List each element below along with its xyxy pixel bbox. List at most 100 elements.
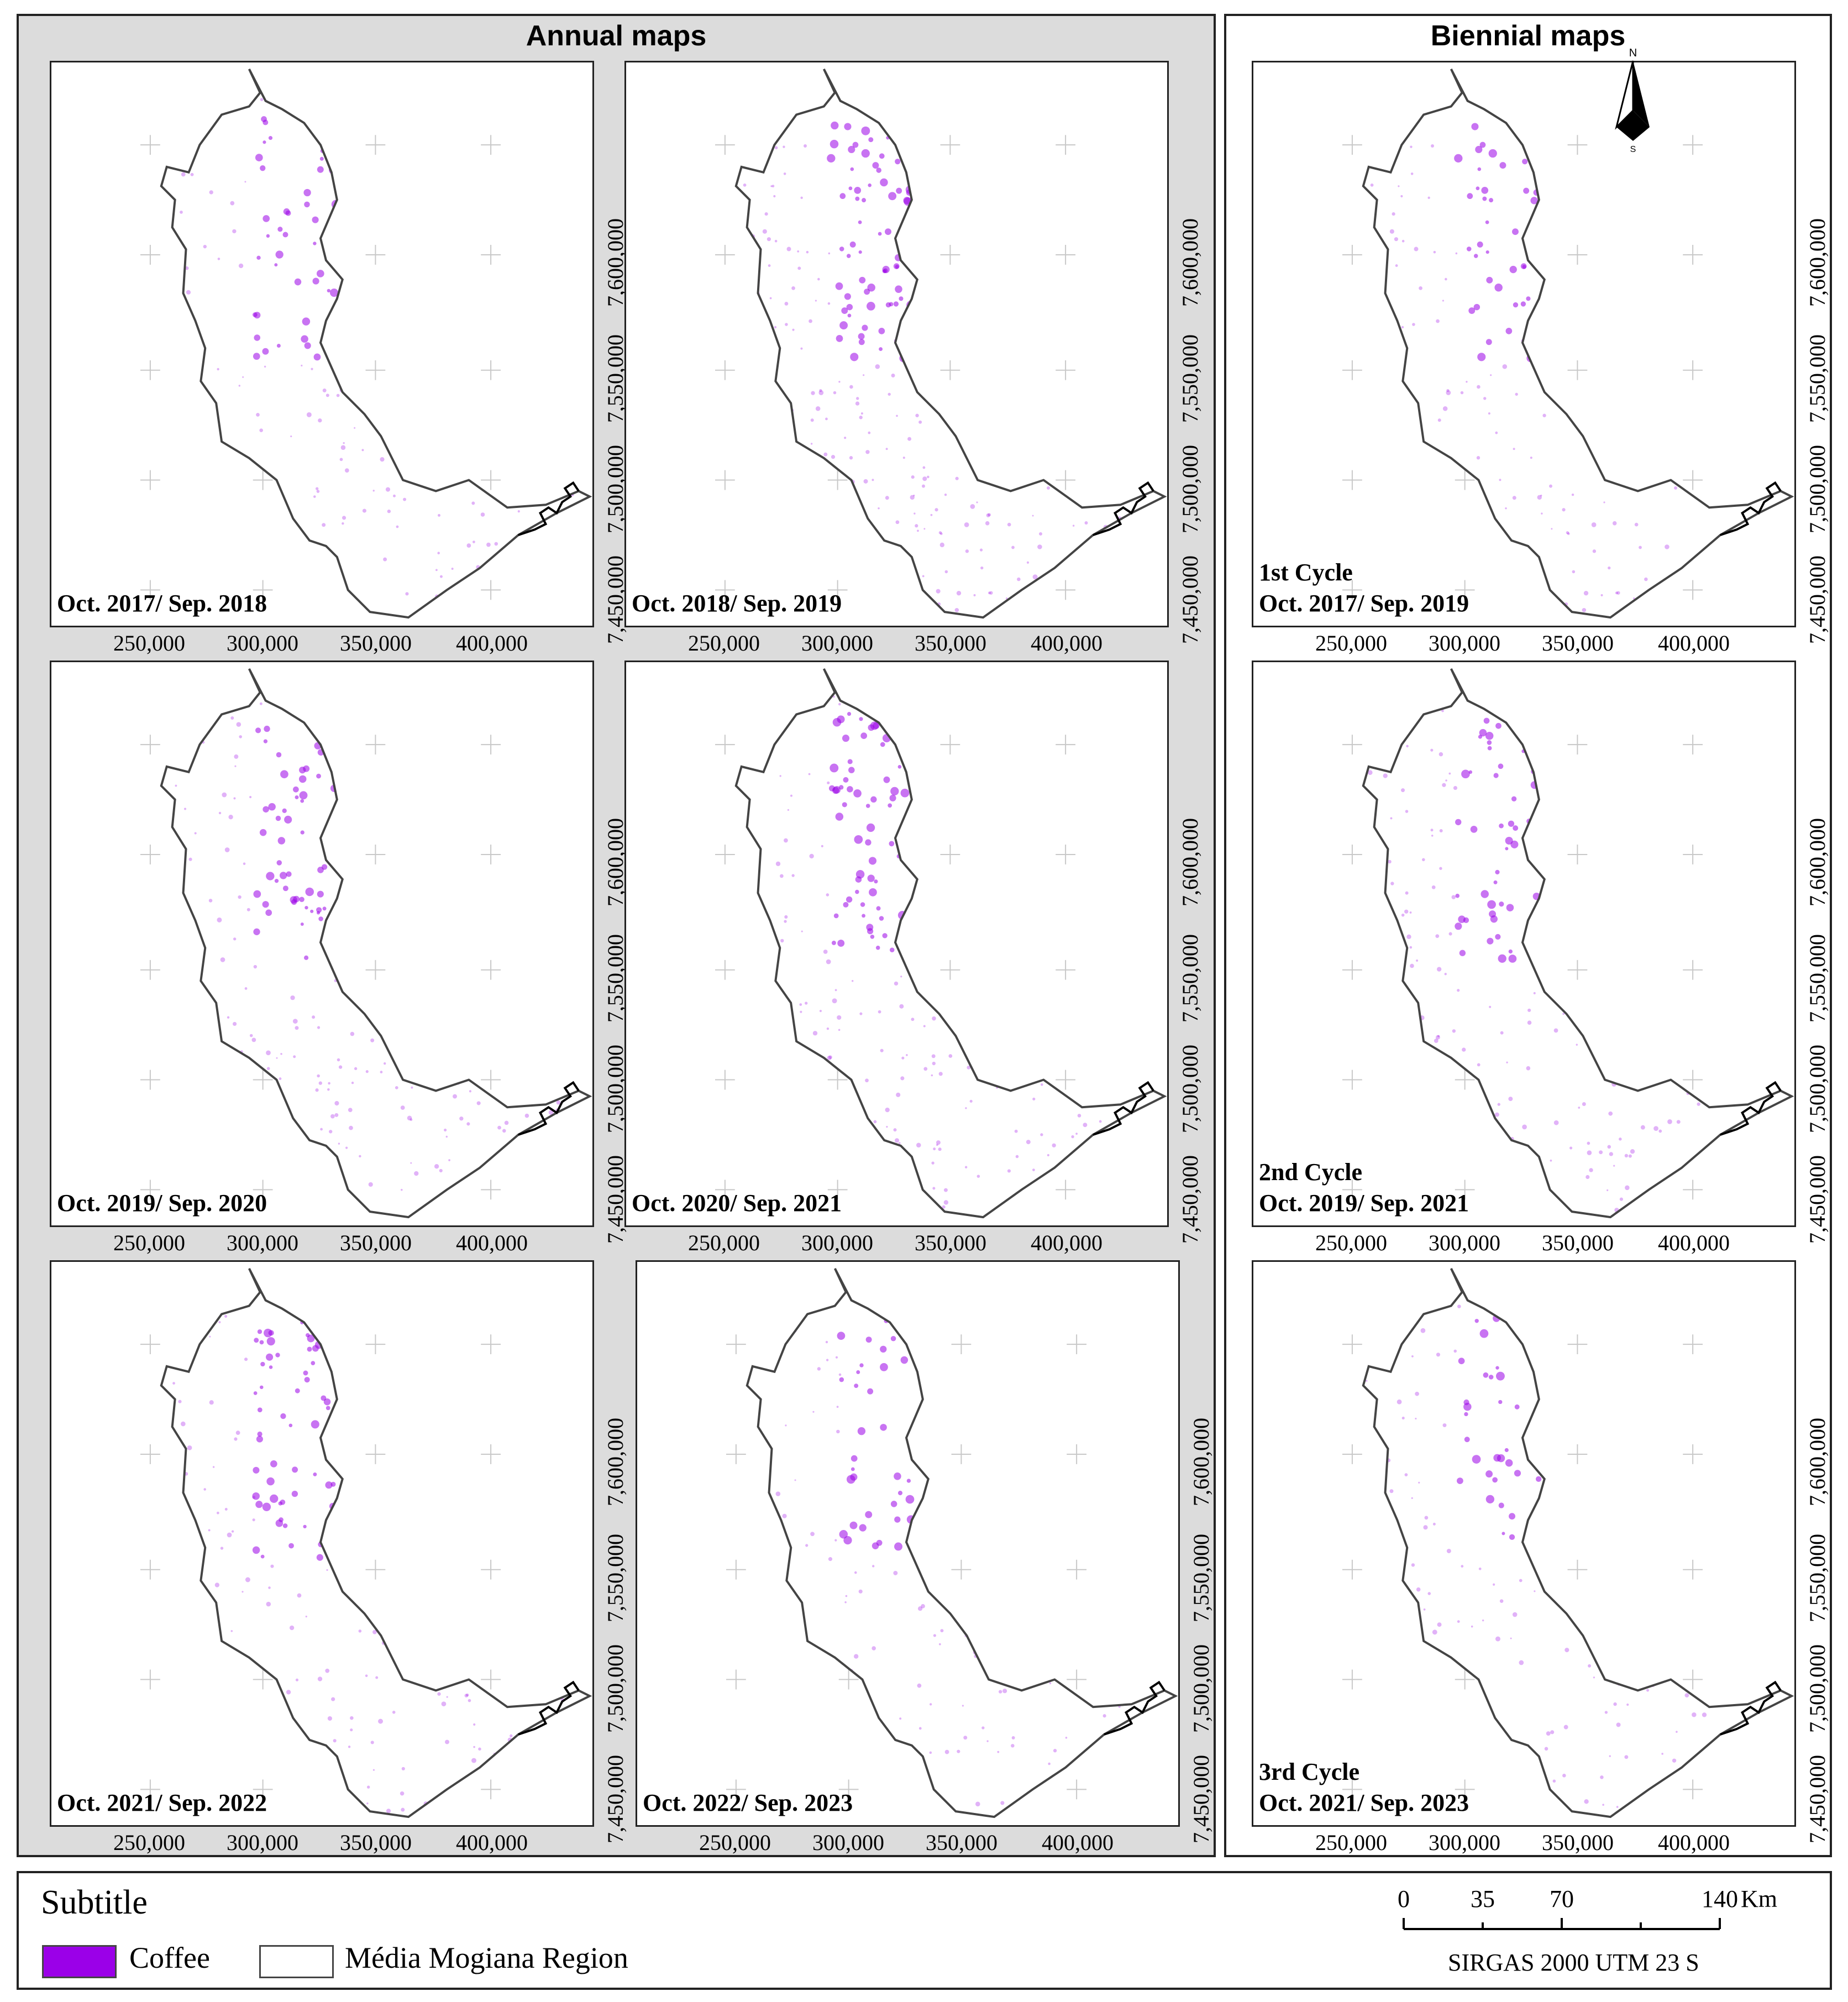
coffee-patch — [755, 1111, 760, 1117]
coffee-patch — [1497, 1103, 1500, 1106]
coffee-patch — [1571, 1613, 1574, 1616]
coffee-patch — [1629, 1447, 1634, 1452]
coffee-patch — [773, 116, 776, 120]
coffee-patch — [261, 1694, 265, 1697]
coffee-patch — [374, 1537, 379, 1542]
coffee-patch — [912, 102, 916, 106]
coffee-patch — [1414, 247, 1419, 251]
coffee-patch — [1651, 1524, 1655, 1527]
coffee-patch — [253, 353, 260, 360]
coffee-patch — [1079, 1482, 1083, 1486]
coffee-patch — [233, 571, 238, 577]
coffee-patch — [1136, 995, 1140, 998]
coffee-patch — [1520, 301, 1526, 307]
coffee-patch — [1604, 750, 1609, 755]
coffee-patch — [1637, 1037, 1642, 1041]
coffee-patch — [1698, 1064, 1703, 1069]
coffee-patch — [1032, 1097, 1036, 1100]
graticule-cross — [140, 470, 160, 490]
coffee-patch — [921, 1604, 925, 1608]
coffee-patch — [984, 724, 988, 727]
coffee-patch — [1367, 1522, 1373, 1527]
coffee-patch — [1453, 785, 1458, 790]
coffee-patch — [784, 483, 788, 487]
coffee-patch — [1011, 857, 1014, 860]
coffee-patch — [1724, 946, 1727, 949]
coffee-patch — [1049, 1682, 1052, 1685]
coffee-patch — [1032, 574, 1038, 580]
coffee-patch — [917, 1606, 923, 1611]
coffee-patch — [387, 509, 391, 513]
coffee-patch — [254, 510, 259, 515]
map-period-line: Oct. 2017/ Sep. 2018 — [57, 590, 267, 617]
coffee-patch — [1011, 1744, 1015, 1748]
coffee-patch — [441, 1701, 447, 1707]
coffee-patch — [1613, 1044, 1618, 1049]
coffee-patch — [310, 909, 314, 913]
coffee-patch — [370, 1741, 374, 1744]
coffee-patch — [744, 1120, 749, 1125]
coffee-patch — [938, 531, 942, 534]
graticule-cross — [838, 1779, 859, 1800]
coffee-patch — [858, 333, 865, 340]
river-boundary — [1093, 481, 1154, 536]
coffee-patch — [1418, 514, 1421, 518]
coffee-patch — [764, 212, 768, 216]
coffee-patch — [176, 343, 179, 345]
coffee-patch — [476, 1331, 481, 1335]
coffee-patch — [1721, 1169, 1725, 1173]
y-tick-label: 7,500,000 — [603, 1644, 628, 1733]
coffee-patch — [1121, 411, 1126, 416]
coffee-patch — [232, 229, 237, 234]
coffee-patch — [1616, 1546, 1620, 1549]
coffee-patch — [1151, 1394, 1156, 1399]
coffee-patch — [1495, 431, 1498, 434]
coffee-patch — [988, 733, 993, 738]
coffee-patch — [775, 1491, 781, 1496]
coffee-patch — [765, 135, 768, 138]
coffee-patch — [1534, 826, 1539, 831]
coffee-patch — [1099, 1188, 1101, 1190]
coffee-patch — [181, 942, 185, 946]
coffee-patch — [548, 1163, 552, 1167]
coffee-patch — [1472, 1455, 1481, 1464]
coffee-patch — [490, 274, 494, 278]
graticule-cross — [365, 360, 386, 380]
coffee-patch — [1723, 1787, 1725, 1789]
coffee-patch — [1645, 1476, 1650, 1481]
coffee-patch — [411, 162, 413, 164]
coffee-patch — [1423, 1608, 1426, 1611]
coffee-patch — [1667, 1119, 1672, 1124]
graticule-cross — [940, 960, 960, 980]
coffee-patch — [1122, 931, 1126, 934]
coffee-patch — [1097, 187, 1100, 191]
coffee-patch — [923, 1025, 926, 1028]
coffee-patch — [170, 1683, 173, 1686]
coffee-patch — [1132, 846, 1137, 851]
coffee-patch — [246, 908, 250, 911]
coffee-patch — [1068, 756, 1072, 760]
coffee-patch — [462, 848, 466, 853]
graticule-cross — [1683, 1669, 1703, 1690]
coffee-patch — [518, 762, 522, 766]
coffee-patch — [1767, 579, 1771, 583]
coffee-patch — [823, 452, 828, 457]
coffee-patch — [270, 1460, 277, 1468]
map-period-line: Oct. 2018/ Sep. 2019 — [632, 590, 842, 617]
coffee-patch — [961, 281, 967, 287]
coffee-patch — [1043, 960, 1048, 964]
coffee-patch — [322, 1309, 329, 1317]
coffee-patch — [989, 1319, 994, 1324]
coffee-patch — [915, 245, 918, 249]
coffee-patch — [1490, 374, 1492, 376]
coffee-patch — [1076, 1206, 1080, 1210]
coffee-patch — [1737, 944, 1740, 946]
coffee-patch — [751, 755, 756, 760]
coffee-patch — [491, 1303, 495, 1306]
coffee-patch — [1623, 1067, 1626, 1071]
coffee-patch — [1588, 169, 1590, 171]
coffee-patch — [1619, 1138, 1622, 1141]
coffee-patch — [1531, 1207, 1534, 1210]
coffee-patch — [833, 1720, 836, 1723]
coffee-patch — [1115, 1350, 1119, 1354]
